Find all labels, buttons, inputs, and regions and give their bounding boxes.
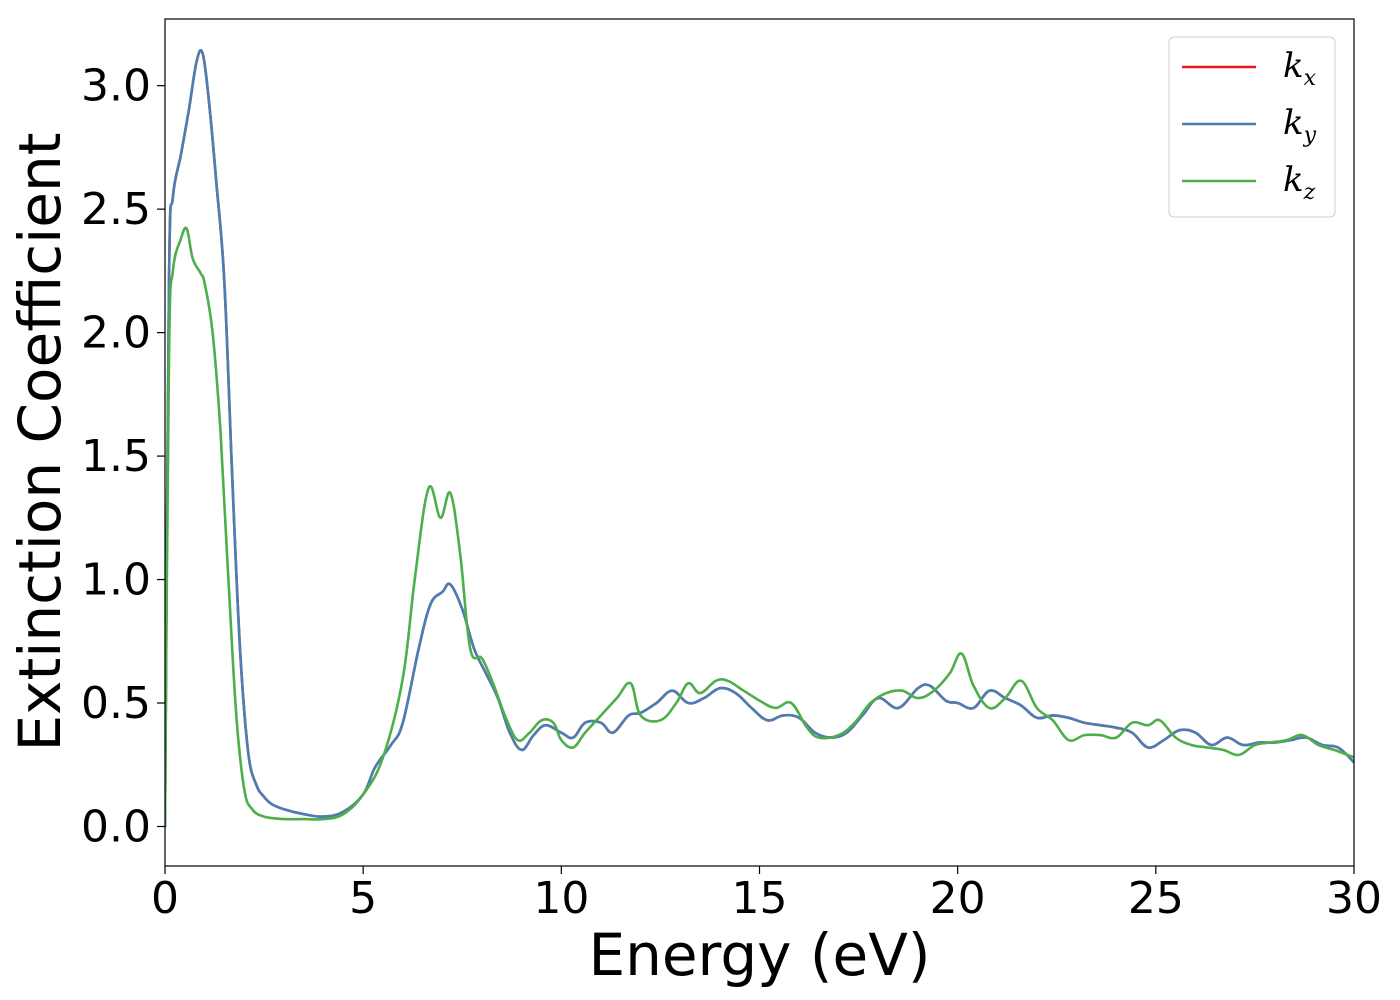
x-tick-label: 15	[732, 873, 788, 924]
y-tick-label: 1.0	[81, 555, 151, 606]
series-line-kz	[165, 226, 1354, 828]
plot-frame	[164, 18, 1355, 867]
x-tick-label: 20	[930, 873, 986, 924]
y-tick-label: 2.5	[81, 184, 151, 235]
legend-box	[1168, 36, 1336, 218]
y-axis-label: Extinction Coefficient	[6, 133, 74, 752]
y-tick-label: 0.0	[81, 801, 151, 852]
y-tick-label: 0.5	[81, 678, 151, 729]
tick-layer: 0 5 10 15 20 25 30 0.0 0.5 1.0 1.5 2.0 2.5 3.0	[81, 61, 1382, 924]
x-tick-label: 25	[1128, 873, 1184, 924]
x-tick-label: 10	[533, 873, 589, 924]
y-tick-label: 2.0	[81, 308, 151, 359]
series-layer	[165, 49, 1354, 828]
x-tick-label: 0	[151, 873, 179, 924]
x-tick-label: 30	[1326, 873, 1382, 924]
x-tick-label: 5	[349, 873, 377, 924]
y-tick-label: 1.5	[81, 431, 151, 482]
x-axis-label: Energy (eV)	[588, 921, 930, 989]
y-tick-label: 3.0	[81, 61, 151, 112]
series-line-ky	[165, 49, 1354, 828]
